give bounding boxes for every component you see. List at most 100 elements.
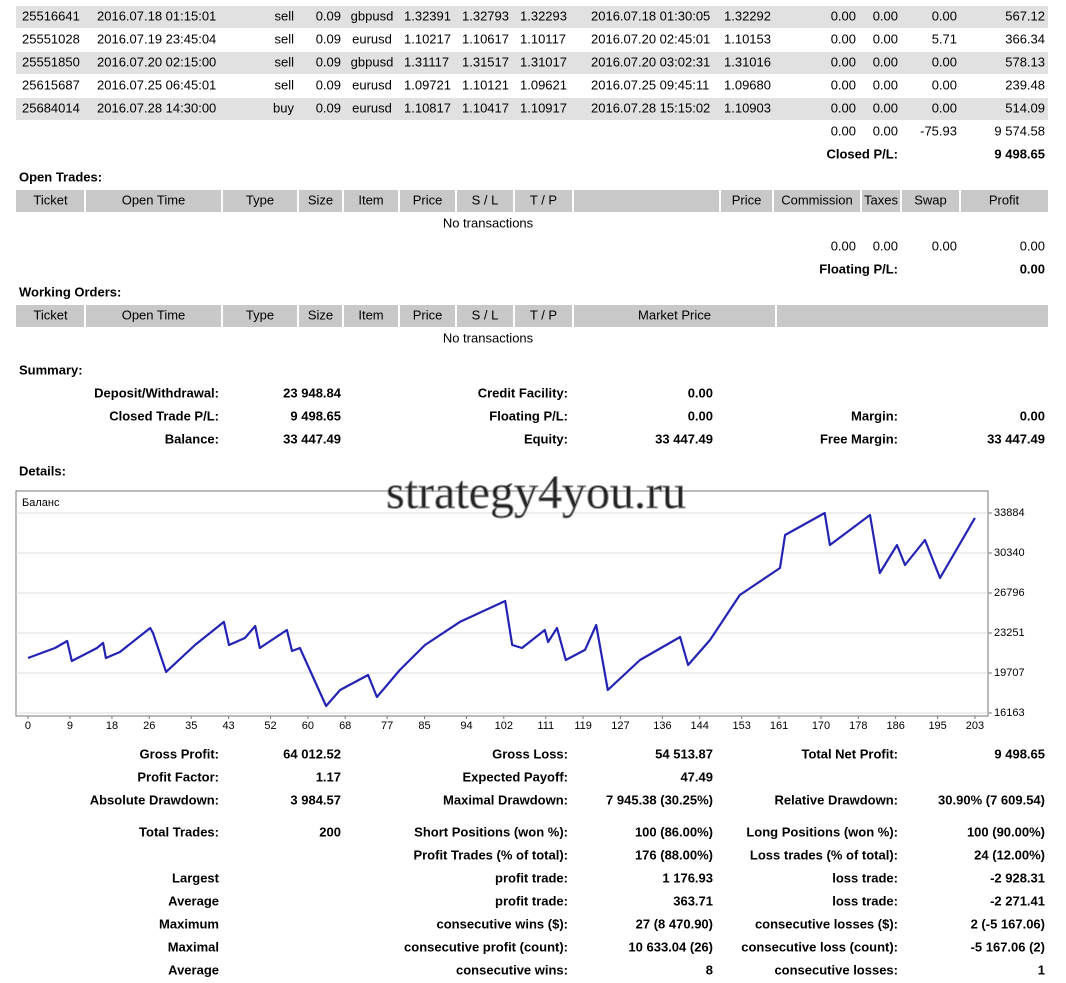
cell: 1.10617: [462, 31, 509, 46]
header-background: [16, 190, 1048, 212]
label: consecutive losses ($):: [755, 916, 898, 931]
cell: buy: [273, 100, 294, 115]
x-tick-label: 68: [339, 720, 351, 732]
value: 200: [319, 824, 341, 839]
x-tick-label: 203: [966, 720, 984, 732]
cell: 1.31117: [404, 54, 449, 69]
value: 33 447.49: [987, 431, 1045, 446]
empty-note: No transactions: [443, 330, 534, 345]
x-tick-label: 94: [460, 720, 472, 732]
value: 64 012.52: [283, 746, 341, 761]
header-cell: Taxes: [864, 192, 898, 207]
cell: 0.00: [873, 31, 898, 46]
header-cell: Type: [246, 307, 274, 322]
x-tick-label: 77: [381, 720, 393, 732]
empty-note: No transactions: [443, 215, 534, 230]
x-tick-label: 43: [222, 720, 234, 732]
section-title: Working Orders:: [19, 284, 121, 299]
x-tick-label: 35: [185, 720, 197, 732]
cell: 2016.07.20 02:15:00: [97, 54, 216, 69]
cell: 239.48: [1005, 77, 1045, 92]
cell: 0.00: [873, 77, 898, 92]
x-tick-label: 170: [812, 720, 830, 732]
total: 0.00: [1020, 238, 1045, 253]
row-background: [16, 52, 1048, 74]
cell: 0.09: [316, 31, 341, 46]
value: 33 447.49: [655, 431, 713, 446]
cell: 1.09680: [724, 77, 771, 92]
label: consecutive wins ($):: [437, 916, 568, 931]
y-tick-label: 30340: [994, 547, 1025, 559]
x-tick-label: 119: [574, 720, 592, 732]
label: profit trade:: [495, 893, 568, 908]
cell: 1.32292: [724, 8, 771, 23]
closed-pl: 9 498.65: [994, 146, 1045, 161]
value: 47.49: [680, 769, 713, 784]
label: Expected Payoff:: [463, 769, 568, 784]
value: -2 271.41: [990, 893, 1045, 908]
cell: 2016.07.20 03:02:31: [591, 54, 710, 69]
label: Absolute Drawdown:: [90, 792, 219, 807]
value: 176 (88.00%): [635, 847, 713, 862]
cell: 25615687: [22, 77, 80, 92]
label: Average: [168, 962, 219, 977]
watermark: strategy4you.ru: [386, 466, 686, 519]
x-tick-label: 136: [653, 720, 671, 732]
cell: 0.00: [932, 77, 957, 92]
header-cell: Price: [413, 192, 443, 207]
value: -5 167.06 (2): [971, 939, 1045, 954]
label: profit trade:: [495, 870, 568, 885]
label: Closed Trade P/L:: [109, 408, 219, 423]
cell: 1.10121: [462, 77, 509, 92]
cell: 1.10417: [462, 100, 509, 115]
cell: 2016.07.18 01:15:01: [97, 8, 216, 23]
cell: gbpusd: [351, 8, 394, 23]
header-cell: Price: [732, 192, 762, 207]
label: Average: [168, 893, 219, 908]
value: 1.17: [316, 769, 341, 784]
value: 10 633.04 (26): [628, 939, 713, 954]
floating-pl-label: Floating P/L:: [819, 261, 898, 276]
value: 363.71: [673, 893, 713, 908]
cell: 0.00: [932, 100, 957, 115]
value: 23 948.84: [283, 385, 342, 400]
section-title: Summary:: [19, 362, 83, 377]
cell: 1.10817: [404, 100, 451, 115]
value: 8: [706, 962, 713, 977]
cell: 1.09621: [520, 77, 567, 92]
total: 0.00: [831, 238, 856, 253]
label: loss trade:: [832, 870, 898, 885]
x-tick-label: 195: [928, 720, 946, 732]
cell: 2016.07.28 14:30:00: [97, 100, 216, 115]
x-tick-label: 18: [106, 720, 118, 732]
cell: 2016.07.25 06:45:01: [97, 77, 216, 92]
header-cell: Profit: [989, 192, 1020, 207]
label: Total Net Profit:: [801, 746, 898, 761]
cell: 514.09: [1005, 100, 1045, 115]
value: 100 (86.00%): [635, 824, 713, 839]
cell: 1.09721: [404, 77, 451, 92]
cell: 1.31016: [724, 54, 771, 69]
label: Maximal: [168, 939, 219, 954]
cell: 25516641: [22, 8, 80, 23]
value: 3 984.57: [290, 792, 341, 807]
cell: 0.00: [831, 31, 856, 46]
cell: sell: [274, 8, 294, 23]
cell: eurusd: [352, 100, 392, 115]
label: Loss trades (% of total):: [750, 847, 898, 862]
cell: 567.12: [1005, 8, 1045, 23]
label: Short Positions (won %):: [414, 824, 568, 839]
header-cell: Open Time: [122, 192, 186, 207]
label: Long Positions (won %):: [746, 824, 898, 839]
header-cell: Item: [358, 192, 383, 207]
cell: 2016.07.20 02:45:01: [591, 31, 710, 46]
x-tick-label: 102: [495, 720, 513, 732]
cell: 0.00: [831, 54, 856, 69]
header-cell: Ticket: [33, 192, 68, 207]
value: 30.90% (7 609.54): [938, 792, 1045, 807]
x-tick-label: 85: [418, 720, 430, 732]
label: Largest: [172, 870, 220, 885]
x-tick-label: 111: [537, 720, 554, 732]
total: 0.00: [932, 238, 957, 253]
